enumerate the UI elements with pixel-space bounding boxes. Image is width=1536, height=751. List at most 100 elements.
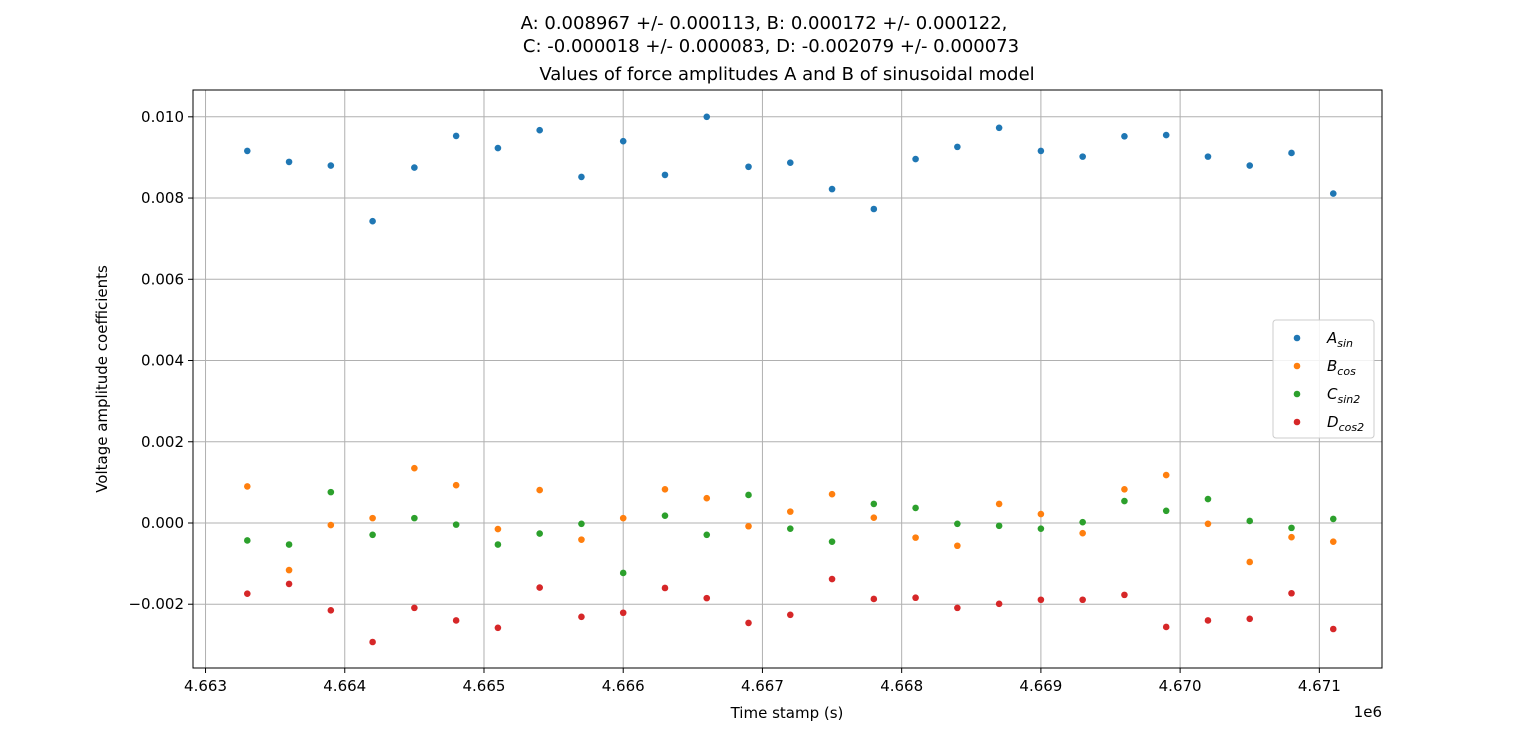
point-a [954, 143, 961, 151]
point-c [285, 541, 293, 548]
point-d [327, 607, 335, 614]
legend-marker-d [1293, 418, 1301, 426]
point-b [1162, 471, 1170, 479]
point-d [578, 613, 585, 621]
point-b [703, 494, 711, 502]
point-c [661, 512, 669, 519]
point-c [1162, 507, 1170, 515]
point-c [411, 514, 418, 522]
point-b [1329, 538, 1337, 545]
point-b [1037, 510, 1045, 518]
point-a [369, 217, 376, 225]
point-d [1162, 623, 1170, 631]
data-points [243, 113, 1337, 646]
legend-label-d: Dcos2 [1327, 413, 1364, 434]
legend-series-name: C [1327, 385, 1338, 403]
point-c [243, 537, 251, 544]
point-d [786, 611, 794, 619]
point-d [1288, 589, 1295, 597]
y-tick-label: 0.008 [141, 189, 184, 207]
legend-label-c: Csin2 [1327, 385, 1360, 406]
x-tick-label: 4.664 [323, 677, 366, 695]
point-c [1079, 518, 1086, 526]
point-c [954, 520, 961, 528]
point-b [828, 490, 836, 498]
legend-series-subscript: cos2 [1339, 421, 1365, 434]
point-c [578, 520, 585, 528]
point-b [619, 514, 627, 522]
point-b [1121, 485, 1128, 493]
legend-label-a: Asin [1326, 329, 1353, 350]
point-d [1037, 596, 1045, 604]
point-b [661, 485, 669, 493]
point-d [828, 575, 836, 583]
point-c [369, 531, 376, 539]
point-c [494, 541, 502, 548]
point-a [1079, 153, 1086, 160]
y-tick-label: 0.010 [141, 108, 184, 126]
x-tick-label: 4.667 [741, 677, 784, 695]
y-axis-label: Voltage amplitude coefficients [93, 265, 111, 493]
point-c [619, 569, 627, 577]
point-d [243, 590, 251, 597]
point-a [452, 132, 460, 140]
legend-marker-c [1293, 390, 1301, 398]
point-b [912, 534, 919, 541]
point-c [536, 530, 543, 537]
legend-marker-b [1293, 362, 1301, 370]
point-b [494, 525, 502, 533]
suptitle-line-1: A: 0.008967 +/- 0.000113, B: 0.000172 +/… [521, 13, 1008, 34]
point-d [870, 595, 878, 603]
y-tick-label: 0.006 [141, 270, 184, 288]
y-tick-label: 0.000 [141, 514, 184, 532]
point-a [243, 147, 251, 155]
point-a [494, 144, 502, 152]
legend-series-subscript: sin [1337, 337, 1353, 350]
x-axis-label: Time stamp (s) [730, 704, 844, 722]
point-d [1246, 615, 1254, 623]
point-b [536, 486, 543, 494]
point-c [703, 531, 711, 539]
point-c [1204, 495, 1212, 503]
point-d [369, 638, 376, 646]
point-c [1121, 497, 1128, 505]
point-d [619, 609, 627, 617]
point-b [411, 464, 418, 472]
point-b [1204, 520, 1212, 528]
point-a [912, 155, 919, 163]
point-a [995, 124, 1003, 132]
point-d [494, 624, 502, 632]
point-c [870, 500, 878, 508]
legend-series-name: A [1326, 329, 1337, 347]
point-d [995, 600, 1003, 608]
legend-series-subscript: sin2 [1337, 393, 1360, 406]
y-axis-ticks: −0.002 0.000 0.002 0.004 0.006 0.008 0.010 [128, 108, 193, 613]
x-offset-label: 1e6 [1354, 703, 1382, 721]
point-c [1288, 524, 1295, 532]
point-b [995, 500, 1003, 508]
point-c [452, 521, 460, 528]
point-b [285, 566, 293, 574]
x-axis-ticks: 4.663 4.664 4.665 4.666 4.667 4.668 4.669 4.670… [184, 668, 1341, 695]
point-a [1121, 133, 1128, 140]
legend-label-b: Bcos [1327, 357, 1356, 378]
point-d [912, 594, 919, 602]
point-b [327, 521, 335, 529]
x-tick-label: 4.668 [880, 677, 923, 695]
point-b [954, 542, 961, 550]
point-b [369, 514, 376, 522]
point-a [619, 137, 627, 145]
point-c [828, 538, 836, 545]
legend-series-subscript: cos [1337, 365, 1356, 378]
x-tick-label: 4.663 [184, 677, 227, 695]
point-c [1037, 525, 1045, 532]
y-tick-label: −0.002 [128, 595, 184, 613]
point-a [870, 205, 878, 213]
point-d [1079, 596, 1086, 604]
point-c [745, 491, 752, 499]
point-a [1329, 190, 1337, 197]
plot-frame [192, 89, 1383, 669]
point-b [1288, 533, 1295, 541]
point-c [786, 525, 794, 532]
